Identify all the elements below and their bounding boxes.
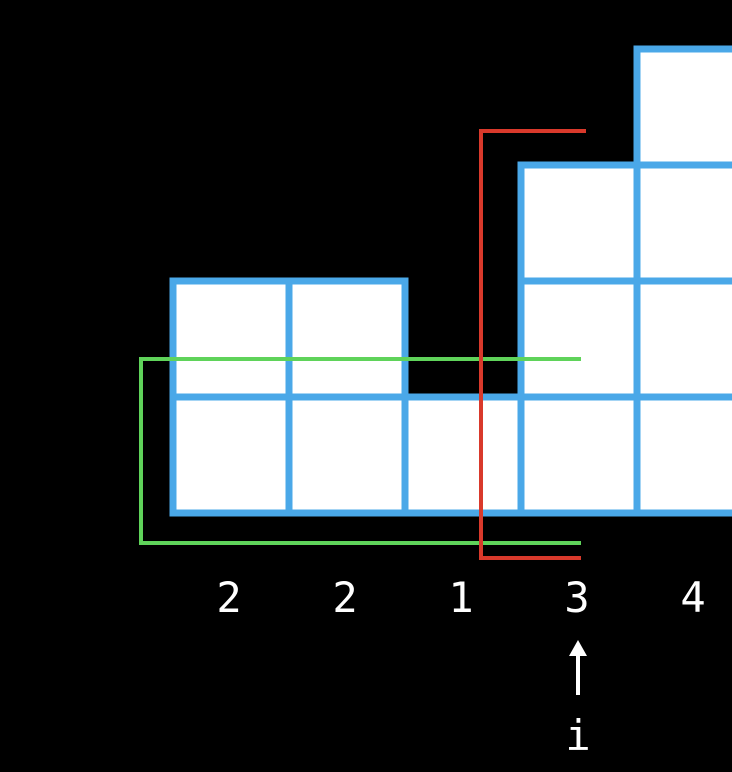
cell-bar-3-row-2 bbox=[517, 161, 641, 285]
red-bracket bbox=[479, 129, 586, 560]
cell-bar-3-row-0 bbox=[517, 393, 641, 517]
cell-bar-2-row-0 bbox=[401, 393, 525, 517]
bar-label-0: 2 bbox=[216, 573, 241, 622]
cell-bar-4-row-0 bbox=[633, 393, 732, 517]
cell-bar-1-row-0 bbox=[285, 393, 409, 517]
cell-bar-0-row-0 bbox=[169, 393, 293, 517]
pointer-label: i bbox=[565, 711, 590, 760]
bar-label-2: 1 bbox=[448, 573, 473, 622]
cell-bar-0-row-1 bbox=[169, 277, 293, 401]
cell-bar-3-row-1 bbox=[517, 277, 641, 401]
bar-height-labels: 2 2 1 3 4 bbox=[216, 573, 705, 622]
bar-label-3: 3 bbox=[564, 573, 589, 622]
cell-bar-4-row-1 bbox=[633, 277, 732, 401]
cell-bar-4-row-2 bbox=[633, 161, 732, 285]
pointer-arrow-icon bbox=[569, 640, 587, 695]
cell-bar-1-row-1 bbox=[285, 277, 409, 401]
cell-bar-4-row-3 bbox=[633, 45, 732, 169]
green-bracket bbox=[139, 357, 581, 545]
bar-label-4: 4 bbox=[680, 573, 705, 622]
histogram-cells bbox=[169, 45, 732, 517]
bar-label-1: 2 bbox=[332, 573, 357, 622]
